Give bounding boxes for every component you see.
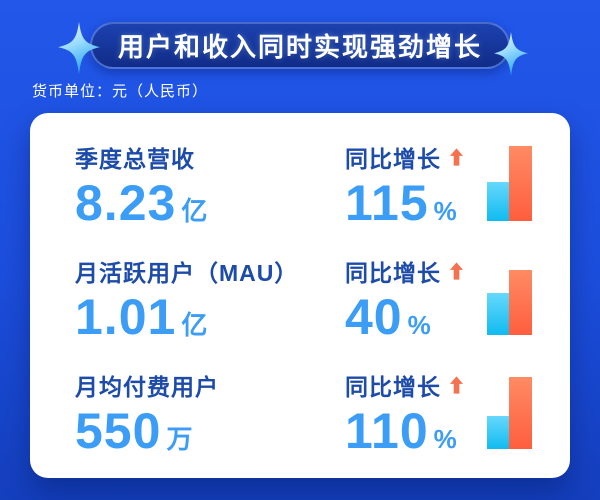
bar-cyan xyxy=(487,182,509,221)
bar-orange xyxy=(509,146,532,221)
title-banner: 用户和收入同时实现强劲增长 xyxy=(90,22,510,69)
bar-orange xyxy=(509,270,532,335)
metric-row-revenue: 季度总营收 8.23 亿 同比增长 115 % xyxy=(75,140,532,229)
metric-value: 8.23 xyxy=(75,175,177,231)
metric-unit: 万 xyxy=(166,424,193,454)
metric-label: 季度总营收 xyxy=(75,146,195,172)
page-title: 用户和收入同时实现强劲增长 xyxy=(117,32,482,62)
growth-label: 同比增长 xyxy=(345,374,441,400)
metric-value-line: 550 万 xyxy=(75,405,345,458)
currency-note: 货币单位：元（人民币） xyxy=(32,83,209,100)
growth-value: 40 xyxy=(345,289,403,345)
bar-chart-icon xyxy=(487,377,532,449)
growth-label: 同比增长 xyxy=(345,146,441,172)
metric-row-paying-users: 月均付费用户 550 万 同比增长 110 % xyxy=(75,368,532,457)
growth-value: 115 xyxy=(345,175,429,231)
bar-orange xyxy=(509,377,532,449)
bar-cyan xyxy=(487,293,509,335)
metric-value: 1.01 xyxy=(75,289,177,345)
arrow-up-icon xyxy=(450,262,463,280)
growth-label: 同比增长 xyxy=(345,260,441,286)
metric-label: 月均付费用户 xyxy=(75,374,219,400)
metric-unit: 亿 xyxy=(181,310,208,340)
metric-block: 月均付费用户 550 万 xyxy=(75,368,345,458)
stats-card: 季度总营收 8.23 亿 同比增长 115 % xyxy=(30,113,570,478)
metric-value: 550 xyxy=(75,403,162,459)
bar-chart-icon xyxy=(487,270,532,335)
metric-unit: 亿 xyxy=(181,196,208,226)
growth-unit: % xyxy=(407,310,431,340)
metric-value-line: 8.23 亿 xyxy=(75,177,345,230)
metric-label: 月活跃用户（MAU） xyxy=(75,260,299,286)
bar-cyan xyxy=(487,416,509,449)
metric-row-mau: 月活跃用户（MAU） 1.01 亿 同比增长 40 % xyxy=(75,254,532,343)
bar-chart-icon xyxy=(487,146,532,221)
growth-block: 同比增长 115 % xyxy=(345,140,505,230)
growth-value: 110 xyxy=(345,403,429,459)
arrow-up-icon xyxy=(450,148,463,166)
metric-block: 月活跃用户（MAU） 1.01 亿 xyxy=(75,254,345,344)
metric-value-line: 1.01 亿 xyxy=(75,291,345,344)
growth-block: 同比增长 40 % xyxy=(345,254,505,344)
arrow-up-icon xyxy=(450,376,463,394)
metric-block: 季度总营收 8.23 亿 xyxy=(75,140,345,230)
growth-unit: % xyxy=(433,424,457,454)
growth-block: 同比增长 110 % xyxy=(345,368,505,458)
growth-unit: % xyxy=(433,196,457,226)
